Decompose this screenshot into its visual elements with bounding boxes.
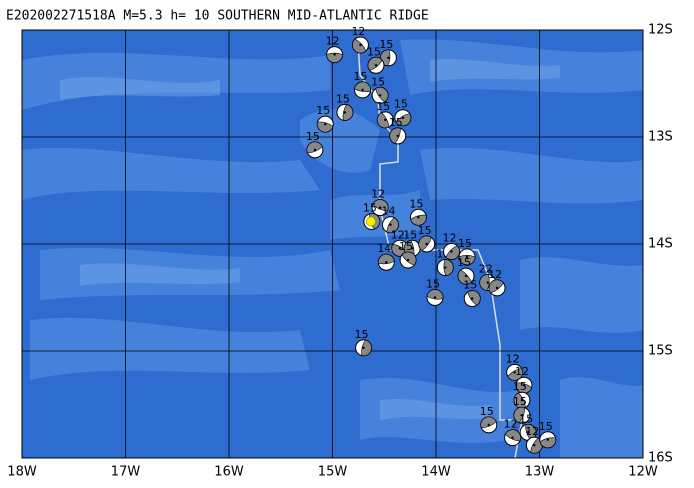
x-tick-label: 18W <box>7 465 37 480</box>
x-tick-label: 12W <box>628 465 658 480</box>
event-label: 14 <box>381 205 395 218</box>
event-label: 12 <box>515 365 529 378</box>
event-label: 15 <box>336 92 350 105</box>
event-label: 15 <box>457 256 471 269</box>
main-event <box>365 216 376 227</box>
frame <box>21 29 644 459</box>
focal-mechanism <box>504 429 522 447</box>
event-label: 12 <box>371 188 385 201</box>
focal-mechanism <box>377 253 395 271</box>
focal-mechanism <box>394 109 412 127</box>
y-tick-label: 12S <box>648 23 673 38</box>
focal-mechanism <box>409 208 427 226</box>
event-label: 12 <box>326 35 340 48</box>
focal-mechanism <box>539 431 557 449</box>
event-label: 15 <box>418 224 432 237</box>
focal-mechanism <box>426 289 444 306</box>
focal-mechanism <box>354 81 372 99</box>
event-label: 15 <box>306 130 320 143</box>
event-label: 15 <box>367 45 381 58</box>
x-tick-label: 17W <box>111 465 141 480</box>
focal-mechanism <box>418 235 436 253</box>
focal-mechanism <box>389 127 407 145</box>
event-label: 15 <box>316 104 330 117</box>
focal-mechanism <box>355 339 373 357</box>
event-label: 12 <box>488 268 502 281</box>
focal-mechanism <box>367 56 385 74</box>
focal-mechanism <box>371 199 389 217</box>
x-tick-label: 15W <box>318 465 348 480</box>
event-label: 15 <box>379 38 393 51</box>
event-label: 15 <box>426 278 440 291</box>
focal-mechanism <box>391 239 409 257</box>
focal-mechanism <box>399 251 417 269</box>
event-label: 15 <box>513 395 527 408</box>
focal-mechanism <box>443 242 461 260</box>
event-label: 12 <box>351 25 365 38</box>
event-label: 15 <box>539 420 553 433</box>
focal-mechanism <box>381 216 399 234</box>
focal-mechanism <box>488 279 506 297</box>
focal-mechanism <box>316 115 334 133</box>
focal-mechanism <box>463 290 481 308</box>
map-title: E202002271518A M=5.3 h= 10 SOUTHERN MID-… <box>6 9 429 24</box>
focal-mechanism <box>403 239 421 257</box>
event-label: 15 <box>354 70 368 83</box>
y-tick-label: 13S <box>648 130 673 145</box>
event-label: 14 <box>377 242 391 255</box>
focal-mechanism <box>519 423 537 441</box>
focal-mechanism <box>525 436 543 454</box>
event-label: 15 <box>519 412 533 425</box>
event-label: 15 <box>376 100 390 113</box>
x-tick-label: 16W <box>214 465 244 480</box>
y-tick-label: 14S <box>648 237 673 252</box>
event-label: 15 <box>403 228 417 241</box>
focal-mechanism <box>458 248 476 266</box>
event-label: 15 <box>399 240 413 253</box>
x-tick-label: 14W <box>421 465 451 480</box>
focal-mechanism <box>336 103 354 121</box>
event-label: 15 <box>480 405 494 418</box>
focal-mechanism <box>513 406 531 424</box>
event-label: 15 <box>409 197 423 210</box>
event-label: 12 <box>504 418 518 431</box>
event-label: 15 <box>463 279 477 292</box>
focal-mechanism <box>326 46 344 64</box>
event-label: 15 <box>371 75 385 88</box>
focal-mechanism <box>371 86 389 104</box>
event-label: 15 <box>394 98 408 111</box>
event-label: 12 <box>506 352 520 365</box>
focal-mechanism <box>457 267 475 285</box>
y-tick-label: 15S <box>648 344 673 359</box>
focal-mechanism <box>436 259 454 277</box>
focal-mechanism <box>351 36 369 54</box>
focal-mechanism <box>480 416 498 434</box>
event-label: 12 <box>391 228 405 241</box>
event-label: 15 <box>363 202 377 215</box>
focal-mechanism <box>306 141 324 159</box>
event-label: 15 <box>389 116 403 129</box>
y-tick-label: 16S <box>648 451 673 466</box>
focal-mechanism <box>515 376 533 394</box>
focal-mechanism <box>513 391 531 409</box>
focal-mechanism <box>376 111 394 129</box>
event-label: 12 <box>443 231 457 244</box>
event-label: 12 <box>525 425 539 438</box>
event-label: 15 <box>513 380 527 393</box>
event-label: 15 <box>458 237 472 250</box>
event-label: 22 <box>479 263 493 276</box>
x-tick-label: 13W <box>525 465 555 480</box>
focal-mechanism <box>506 363 524 381</box>
event-label: 15 <box>355 328 369 341</box>
